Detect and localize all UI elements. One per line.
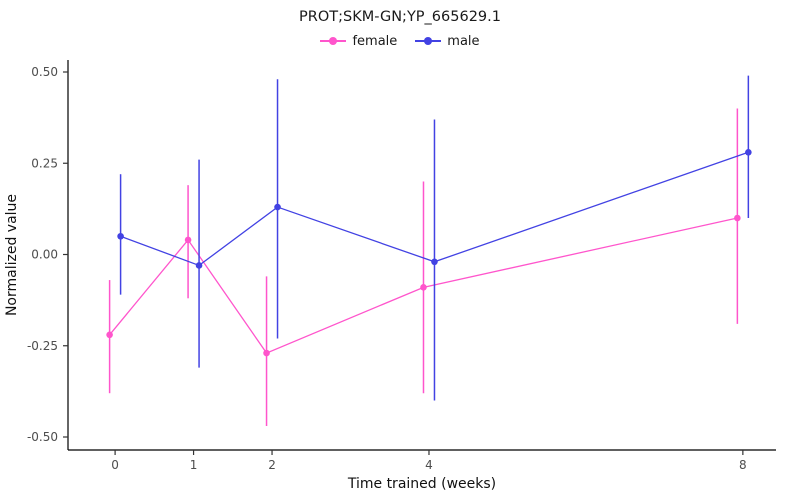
data-point bbox=[431, 258, 438, 266]
legend-key-female-icon bbox=[320, 34, 347, 48]
data-point bbox=[745, 149, 752, 156]
data-point bbox=[184, 236, 192, 244]
x-tick-label: 8 bbox=[739, 458, 747, 472]
y-axis-title: Normalized value bbox=[4, 194, 20, 316]
legend-label-female: female bbox=[352, 33, 398, 49]
x-tick-label: 0 bbox=[111, 458, 119, 472]
y-tick-label: 0.00 bbox=[31, 248, 58, 262]
data-point bbox=[106, 331, 113, 339]
data-point bbox=[274, 203, 281, 211]
axes bbox=[67, 60, 776, 451]
data-point bbox=[195, 262, 203, 269]
x-tick-label: 1 bbox=[190, 458, 198, 472]
chart-title: PROT;SKM-GN;YP_665629.1 bbox=[299, 9, 501, 25]
y-tick-label: -0.50 bbox=[27, 430, 58, 444]
series-female bbox=[106, 108, 741, 427]
y-tick-label: -0.25 bbox=[27, 339, 58, 353]
x-axis: 0 1 2 4 8 bbox=[111, 450, 747, 472]
x-tick-label: 4 bbox=[425, 458, 433, 472]
x-tick-label: 2 bbox=[268, 458, 276, 472]
legend-label-male: male bbox=[447, 33, 480, 49]
legend-item-male: male bbox=[415, 33, 480, 49]
legend: female male bbox=[0, 30, 800, 52]
series-male bbox=[117, 75, 752, 401]
x-axis-title: Time trained (weeks) bbox=[347, 476, 496, 492]
legend-key-male-icon bbox=[415, 34, 442, 48]
data-point bbox=[420, 284, 427, 291]
y-tick-label: 0.25 bbox=[31, 156, 58, 170]
y-tick-label: 0.50 bbox=[31, 65, 58, 79]
legend-item-female: female bbox=[320, 34, 397, 49]
data-point bbox=[117, 232, 124, 240]
data-point bbox=[734, 214, 741, 222]
y-axis: -0.50 -0.25 0.00 0.25 0.50 bbox=[27, 65, 68, 444]
plot-area: -0.50 -0.25 0.00 0.25 0.50 0 1 2 4 8 Time trained … bbox=[4, 60, 776, 492]
data-point bbox=[263, 349, 270, 357]
